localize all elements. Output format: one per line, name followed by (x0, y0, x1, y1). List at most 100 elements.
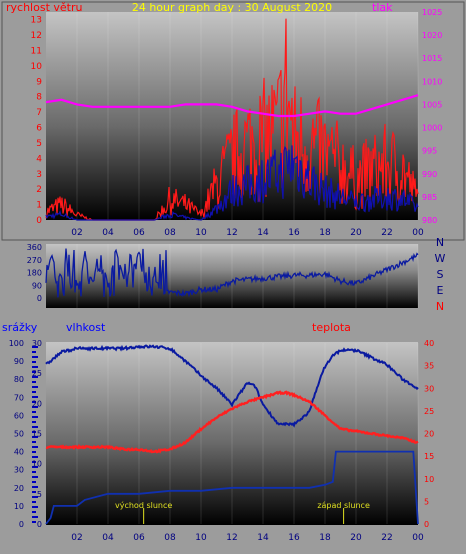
panel3-series (45, 344, 419, 525)
panel1-x-tick: 02 (71, 228, 82, 238)
humidity-tick: 0 (37, 520, 42, 529)
direction-tick: 90 (32, 281, 42, 290)
panel1-x-tick: 14 (257, 228, 269, 238)
chart-title: 24 hour graph day : 30 August 2020 (132, 1, 332, 14)
wind-speed-tick: 7 (36, 108, 42, 118)
panel1-x-ticks: 02 04 06 08 10 12 14 16 18 20 22 00 (71, 228, 424, 238)
humidity-tick: 20 (32, 399, 42, 408)
rain-tick: 40 (14, 448, 24, 457)
temperature-tick: 10 (424, 475, 434, 484)
rain-tick: 10 (14, 502, 24, 511)
rain-tick: 20 (14, 484, 24, 493)
humidity-ticks: 0 5 10 15 20 25 30 (32, 339, 42, 529)
temperature-tick: 25 (424, 407, 434, 416)
wind-speed-tick: 11 (31, 47, 42, 57)
temperature-tick: 20 (424, 430, 434, 439)
panel1-series (45, 18, 419, 221)
pressure-tick: 980 (422, 216, 437, 225)
direction-letter: N (436, 236, 444, 249)
wind-direction-series (45, 248, 419, 298)
temperature-label: teplota (312, 321, 351, 334)
panel3-x-tick: 10 (195, 533, 207, 543)
panel1-x-tick: 16 (288, 228, 300, 238)
pressure-tick: 1025 (422, 8, 442, 17)
panel3-x-tick: 16 (288, 533, 300, 543)
wind-speed-tick: 5 (36, 139, 42, 149)
panel3-x-tick: 20 (350, 533, 362, 543)
direction-tick: 0 (37, 294, 42, 303)
wind-speed-tick: 1 (36, 201, 42, 211)
panel3-x-tick: 14 (257, 533, 269, 543)
panel1-plot-area (46, 12, 418, 220)
rain-tick: 50 (14, 430, 24, 439)
temperature-tick: 15 (424, 452, 434, 461)
wind-speed-tick: 12 (31, 31, 42, 41)
humidity-tick: 30 (32, 339, 42, 348)
panel1-x-tick: 06 (133, 228, 145, 238)
wind-speed-tick: 13 (31, 16, 42, 26)
direction-letter: S (437, 268, 444, 281)
humidity-tick: 15 (32, 430, 42, 439)
panel1-x-tick: 18 (319, 228, 331, 238)
wind-speed-label: rychlost větru (6, 1, 82, 14)
sun-annotation: východ slunce (115, 501, 172, 510)
direction-letter: W (435, 252, 446, 265)
pressure-tick: 990 (422, 170, 437, 179)
pressure-tick: 1005 (422, 100, 442, 109)
panel3-x-tick: 06 (133, 533, 145, 543)
rain-tick: 60 (14, 411, 24, 420)
direction-tick: 360 (27, 243, 42, 252)
panel1-x-tick: 22 (381, 228, 392, 238)
rain-tick: 30 (14, 466, 24, 475)
panel1-frame (1, 1, 465, 241)
sun-annotation: západ slunce (317, 501, 370, 510)
wind-speed-tick: 10 (31, 62, 43, 72)
humidity-tick: 5 (37, 490, 42, 499)
panel3-x-tick: 04 (102, 533, 114, 543)
rain-tick: 80 (14, 375, 24, 384)
wind-speed-tick: 8 (36, 93, 42, 103)
temperature-tick: 30 (424, 384, 434, 393)
rain-tick: 100 (9, 339, 24, 348)
humidity-series (45, 344, 419, 428)
pressure-tick: 1000 (422, 124, 442, 133)
panel3-x-tick: 00 (412, 533, 424, 543)
temperature-ticks: 0 5 10 15 20 25 30 35 40 (424, 339, 434, 529)
pressure-tick: 1015 (422, 54, 442, 63)
wind-speed-tick: 4 (36, 154, 42, 164)
panel3-x-tick: 08 (164, 533, 176, 543)
panel1-x-tick: 08 (164, 228, 176, 238)
sun-annotations: východ slunce západ slunce (115, 501, 370, 524)
wind-speed-tick: 0 (36, 216, 42, 226)
pressure-tick: 995 (422, 147, 437, 156)
panel1-x-tick: 04 (102, 228, 114, 238)
panel3-x-ticks: 02 04 06 08 10 12 14 16 18 20 22 00 (71, 533, 424, 543)
pressure-tick: 1020 (422, 31, 442, 40)
temperature-tick: 35 (424, 362, 434, 371)
wind-speed-tick: 3 (36, 170, 42, 180)
panel2-series (45, 248, 419, 298)
panel1-x-tick: 12 (226, 228, 237, 238)
humidity-tick: 25 (32, 369, 42, 378)
pressure-series (45, 94, 419, 118)
panel3-x-tick: 12 (226, 533, 237, 543)
panel2-left-ticks: 0 90 180 270 360 (27, 243, 42, 303)
pressure-tick: 1010 (422, 77, 442, 86)
rain-series (45, 450, 419, 525)
panel1-x-tick: 10 (195, 228, 207, 238)
panel3-x-tick: 22 (381, 533, 392, 543)
panel1-right-ticks: 980 985 990 995 1000 1005 1010 1015 1020 1025 (422, 8, 442, 225)
temperature-tick: 5 (424, 497, 429, 506)
temperature-tick: 40 (424, 339, 434, 348)
direction-tick: 180 (27, 269, 42, 278)
panel1-x-tick: 00 (412, 228, 424, 238)
rain-ticks: 0 10 20 30 40 50 60 70 80 90 100 (9, 339, 38, 529)
panel2-plot-area (46, 244, 418, 308)
pressure-label: tlak (372, 1, 393, 14)
temperature-tick: 0 (424, 520, 429, 529)
wind-speed-base-series (45, 145, 419, 221)
wind-speed-tick: 6 (36, 124, 42, 134)
